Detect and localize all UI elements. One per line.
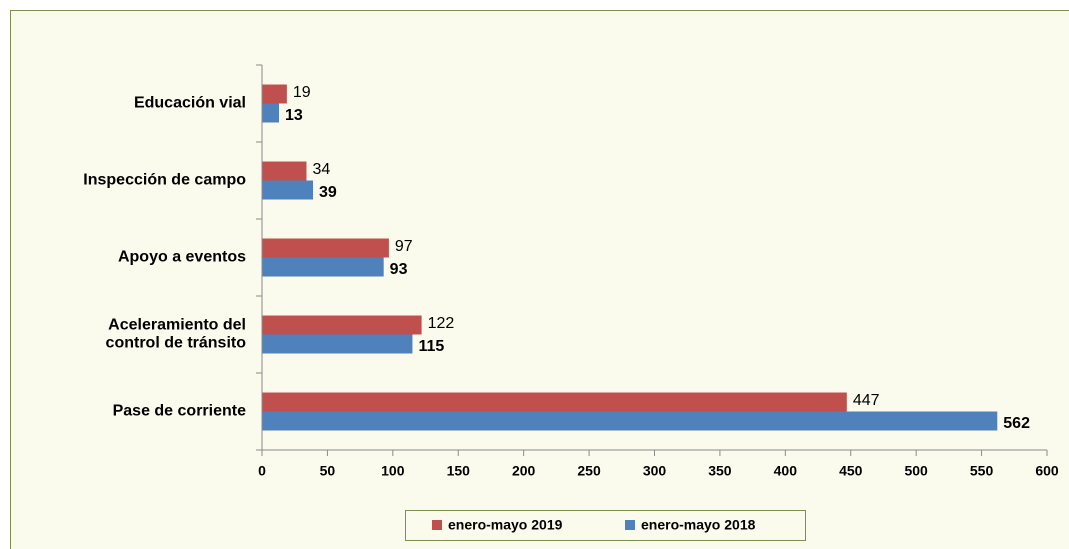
bar — [262, 411, 998, 431]
bar — [262, 180, 314, 200]
x-tick-label: 150 — [447, 463, 471, 479]
x-tick-label: 550 — [970, 463, 994, 479]
chart-background — [10, 10, 1069, 549]
data-label: 447 — [853, 392, 880, 409]
legend-swatch — [625, 520, 635, 530]
x-tick-label: 50 — [320, 463, 336, 479]
data-label: 19 — [293, 84, 311, 101]
bar — [262, 315, 422, 335]
legend — [405, 510, 806, 541]
x-tick-label: 200 — [512, 463, 536, 479]
y-tick-label: Apoyo a eventos — [118, 249, 246, 266]
x-tick-label: 600 — [1035, 463, 1059, 479]
y-tick-label: Pase de corriente — [113, 403, 247, 420]
bar — [262, 392, 847, 412]
y-tick-label: Aceleramiento del control de tránsito — [106, 317, 247, 352]
data-label: 97 — [395, 238, 413, 255]
data-label: 13 — [285, 107, 303, 124]
x-tick-label: 350 — [708, 463, 732, 479]
bar — [262, 334, 413, 354]
x-tick-label: 400 — [774, 463, 798, 479]
data-label: 122 — [428, 315, 455, 332]
bar — [262, 103, 280, 123]
y-tick-label: Inspección de campo — [83, 172, 246, 189]
data-label: 34 — [312, 161, 330, 178]
data-label: 562 — [1003, 415, 1030, 432]
bar — [262, 161, 307, 181]
bar — [262, 257, 384, 277]
legend-label: enero-mayo 2018 — [641, 517, 756, 533]
data-label: 115 — [418, 338, 444, 355]
data-label: 39 — [319, 184, 337, 201]
y-tick-label: Educación vial — [134, 95, 246, 112]
legend-label: enero-mayo 2019 — [448, 517, 563, 533]
x-tick-label: 100 — [381, 463, 405, 479]
bar — [262, 238, 389, 258]
bar — [262, 84, 287, 104]
legend-swatch — [432, 520, 442, 530]
x-tick-label: 250 — [577, 463, 601, 479]
data-label: 93 — [390, 261, 408, 278]
x-tick-label: 500 — [904, 463, 928, 479]
x-tick-label: 300 — [643, 463, 667, 479]
x-tick-label: 0 — [258, 463, 266, 479]
x-tick-label: 450 — [839, 463, 863, 479]
